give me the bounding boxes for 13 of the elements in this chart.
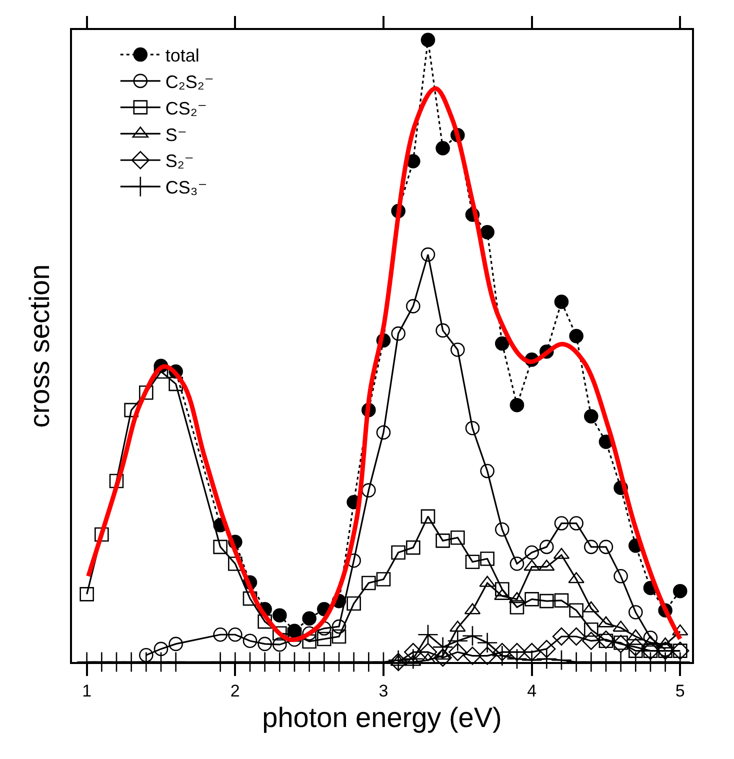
x-axis-title: photon energy (eV)	[262, 702, 502, 733]
legend-label: S⁻	[165, 124, 187, 145]
x-tick-label: 2	[230, 681, 240, 700]
x-tick-label: 4	[527, 681, 537, 700]
legend-label: C₂S₂⁻	[165, 72, 214, 92]
legend-label: CS₂⁻	[165, 98, 207, 118]
y-axis-title: cross section	[24, 264, 56, 428]
x-tick-label: 5	[675, 681, 685, 700]
legend-label: CS₃⁻	[165, 178, 208, 198]
legend-label: S₂⁻	[165, 151, 194, 172]
x-tick-label: 3	[378, 681, 388, 700]
legend-label: total	[165, 46, 200, 66]
x-tick-label: 1	[82, 681, 92, 700]
